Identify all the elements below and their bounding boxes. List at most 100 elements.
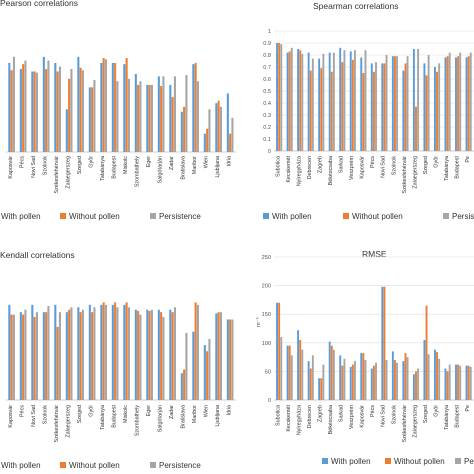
panel-1-bar-persistence bbox=[375, 62, 377, 152]
panel-1-bar-persistence bbox=[448, 52, 451, 151]
panel-3-bar-with bbox=[465, 365, 468, 400]
panel-2-bar-persistence bbox=[208, 339, 211, 400]
panel-3-ytick-label: 0 bbox=[268, 398, 271, 404]
panel-3-category-label: Székesfehérvár bbox=[402, 405, 408, 443]
panel-0-bar-with bbox=[157, 76, 160, 152]
panel-0-bar-without bbox=[79, 67, 82, 152]
panel-3-legend-swatch-without bbox=[385, 458, 391, 464]
panel-1-category-label: Novi Sad bbox=[381, 156, 387, 178]
panel-0-bar-persistence bbox=[58, 66, 61, 152]
panel-1-bar-persistence bbox=[417, 49, 420, 151]
panel-1-bar-with bbox=[360, 57, 363, 151]
panel-2-category-label: Ljubljana bbox=[215, 405, 221, 427]
panel-3-category-label: Szeged bbox=[423, 405, 429, 423]
panel-3-bar-without bbox=[341, 365, 344, 400]
panel-2-bar-without bbox=[125, 302, 128, 400]
panel-1-bar-persistence bbox=[311, 58, 314, 151]
panel-0-bar-without bbox=[229, 133, 232, 152]
panel-2-bar-without bbox=[45, 312, 48, 400]
panel-3-bar-persistence bbox=[354, 361, 356, 400]
panel-1-title: Spearman correlations bbox=[313, 1, 399, 11]
panel-3-bar-persistence bbox=[448, 364, 451, 400]
panel-2-bar-with bbox=[111, 304, 114, 400]
panel-1-bar-with bbox=[434, 67, 436, 151]
panel-0-bar-without bbox=[56, 71, 59, 152]
panel-0-bar-persistence bbox=[231, 117, 234, 152]
panel-3-bar-without bbox=[351, 364, 354, 400]
panel-1-bar-without bbox=[415, 106, 417, 151]
panel-0-category-label: Bratislava bbox=[180, 156, 186, 180]
panel-2-bar-without bbox=[33, 317, 36, 400]
panel-3-bar-without bbox=[288, 345, 291, 400]
panel-1-bar-persistence bbox=[354, 50, 356, 152]
panel-3-legend-label-with: With pollen bbox=[331, 457, 371, 466]
panel-2-bar-persistence bbox=[116, 307, 119, 400]
panel-1-bar-with bbox=[381, 63, 384, 151]
panel-1-category-label: Békéscsaba bbox=[328, 156, 334, 185]
panel-2-bar-with bbox=[42, 312, 45, 400]
panel-0-bar-with bbox=[146, 84, 149, 152]
panel-1-category-label: Sarkad bbox=[339, 156, 345, 173]
panel-1-bar-persistence bbox=[322, 53, 325, 151]
panel-0-bar-with bbox=[42, 56, 45, 153]
panel-2-category-label: Eger bbox=[146, 405, 152, 417]
panel-3-bar-persistence bbox=[406, 357, 409, 400]
panel-2-bar-with bbox=[100, 304, 103, 400]
panel-3-category-label: Subotica bbox=[275, 405, 281, 426]
panel-0-bar-persistence bbox=[127, 78, 130, 152]
panel-0-bar-with bbox=[180, 111, 183, 152]
panel-0-bar-with bbox=[54, 62, 57, 152]
panel-3-bar-without bbox=[404, 353, 407, 400]
panel-2-category-label: Szombathely bbox=[134, 405, 140, 436]
panel-3-category-label: Tatabánya bbox=[444, 405, 450, 430]
panel-0-bar-without bbox=[160, 86, 163, 152]
panel-1-category-label: Győr bbox=[433, 156, 439, 168]
panel-1-bar-persistence bbox=[280, 44, 283, 152]
panel-3-legend-swatch-persistence bbox=[455, 458, 461, 464]
panel-0-bar-without bbox=[10, 70, 13, 152]
panel-3-bar-with bbox=[349, 366, 352, 400]
panel-2-bar-with bbox=[65, 312, 68, 400]
panel-2-legend-label-with: With pollen bbox=[1, 461, 41, 470]
panel-1-category-label: Szolnok bbox=[391, 156, 397, 175]
panel-0-bar-persistence bbox=[35, 72, 38, 152]
panel-3-bar-with bbox=[276, 302, 278, 400]
panel-2-category-label: Győr bbox=[88, 405, 94, 417]
panel-3-bar-persistence bbox=[427, 354, 430, 400]
panel-0-bar-with bbox=[8, 62, 11, 152]
panel-0-bar-persistence bbox=[139, 81, 142, 152]
panel-2-legend-label-without: Without pollen bbox=[69, 461, 120, 470]
panel-2-bar-without bbox=[217, 312, 220, 400]
panel-1-category-label: Szeged bbox=[423, 156, 429, 174]
panel-1-bar-persistence bbox=[459, 52, 462, 151]
panel-1-category-label: Kaposvár bbox=[360, 156, 366, 179]
panel-1-bar-persistence bbox=[385, 55, 388, 151]
panel-1-ytick-label: 0.9 bbox=[263, 41, 271, 47]
panel-2-bar-with bbox=[31, 304, 34, 400]
panel-2-category-label: Maribor bbox=[192, 405, 198, 423]
panel-0-bar-with bbox=[215, 103, 218, 152]
panel-2-bar-without bbox=[171, 312, 174, 400]
panel-3-bar-persistence bbox=[280, 337, 283, 400]
panel-0-bar-with bbox=[65, 109, 68, 152]
panel-0-bar-with bbox=[100, 62, 103, 152]
panel-3-category-label: Veszprém bbox=[349, 404, 355, 428]
panel-0-bar-persistence bbox=[162, 76, 165, 152]
panel-2-bar-persistence bbox=[185, 332, 188, 400]
panel-3-ytick-label: 100 bbox=[262, 341, 271, 347]
panel-0-legend-label-persistence: Persistence bbox=[159, 212, 201, 221]
panel-3-legend-label-without: Without pollen bbox=[394, 457, 445, 466]
panel-0-bar-persistence bbox=[12, 56, 15, 153]
panel-3-bar-with bbox=[455, 364, 457, 400]
panel-3-bar-with bbox=[339, 355, 342, 400]
panel-1-bar-without bbox=[288, 51, 291, 151]
panel-0-category-label: Miskolc bbox=[123, 156, 129, 174]
panel-1-bar-with bbox=[465, 57, 468, 151]
panel-2-bar-persistence bbox=[58, 312, 61, 400]
panel-1-bar-with bbox=[349, 51, 352, 151]
panel-0-bar-with bbox=[192, 64, 195, 152]
panel-1-bar-with bbox=[297, 49, 300, 151]
panel-1-category-label: Zagreb bbox=[318, 156, 324, 173]
panel-3-legend-swatch-with bbox=[322, 458, 328, 464]
panel-0-bar-persistence bbox=[150, 84, 153, 152]
